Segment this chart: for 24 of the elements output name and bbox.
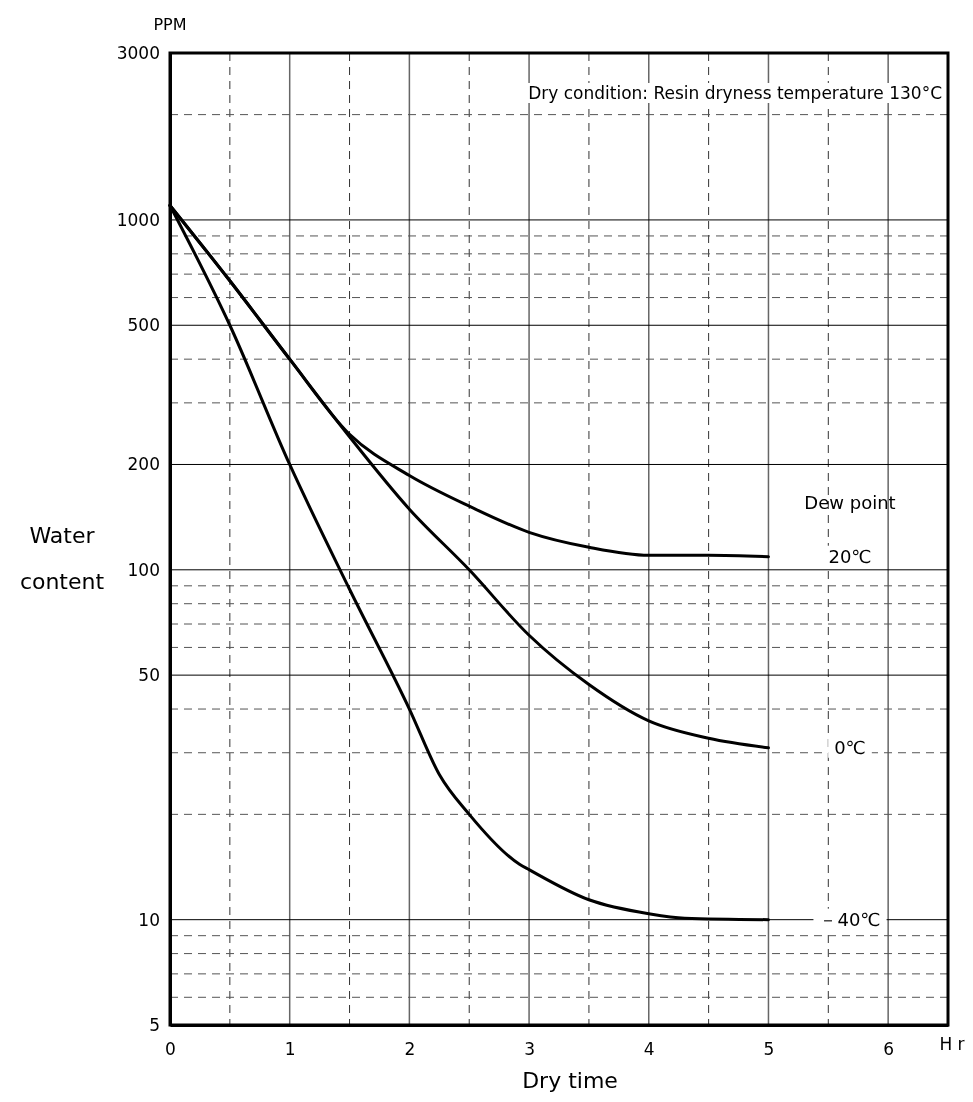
y-axis-title: Water content xyxy=(19,523,105,594)
x-tick-label: 6 xyxy=(883,1039,895,1060)
text: 0℃ xyxy=(834,736,866,758)
y-tick-label: 1000 xyxy=(116,209,160,230)
x-tick-label: 0 xyxy=(165,1039,176,1060)
y-tick-label: 500 xyxy=(127,315,160,336)
text: 20℃ xyxy=(828,545,872,567)
y-tick-label: 3000 xyxy=(116,42,160,63)
annotation: Dry condition: Resin dryness temperature 130°C xyxy=(528,83,942,103)
x-tick-label: 3 xyxy=(524,1039,535,1060)
x-tick-label: 5 xyxy=(763,1039,775,1060)
y-tick-label: 10 xyxy=(138,909,160,930)
x-tick-label: 1 xyxy=(284,1039,296,1060)
y-tick-label: 100 xyxy=(127,559,160,580)
x-tick-label: 4 xyxy=(643,1039,655,1060)
text: H r xyxy=(939,1034,965,1054)
text: －40℃ xyxy=(819,908,881,930)
y-tick-label: 200 xyxy=(127,454,160,475)
y-tick-label: 5 xyxy=(149,1014,160,1035)
y-tick-label: 50 xyxy=(138,665,160,686)
legend-title: Dew point xyxy=(804,491,896,513)
x-tick-label: 2 xyxy=(404,1039,416,1060)
x-axis-title: Dry time xyxy=(522,1068,618,1093)
text: PPM xyxy=(153,15,187,34)
